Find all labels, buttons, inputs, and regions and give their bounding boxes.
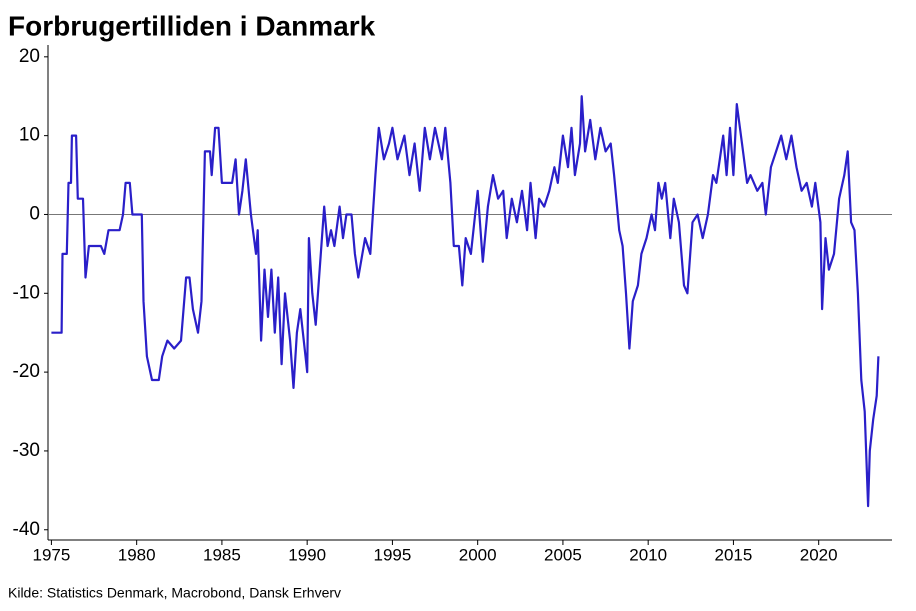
x-tick-label: 2005: [544, 545, 582, 564]
y-tick-label: -40: [13, 519, 40, 540]
y-tick-label: 10: [19, 125, 40, 146]
y-tick-label: 20: [19, 46, 40, 67]
x-tick-label: 1995: [374, 545, 412, 564]
y-tick-label: -20: [13, 361, 40, 382]
y-tick-label: -30: [13, 440, 40, 461]
chart-title: Forbrugertilliden i Danmark: [8, 10, 376, 41]
source-note: Kilde: Statistics Denmark, Macrobond, Da…: [8, 585, 341, 601]
x-tick-label: 1990: [288, 545, 326, 564]
x-tick-label: 1975: [32, 545, 70, 564]
x-tick-label: 1980: [118, 545, 156, 564]
x-tick-label: 2000: [459, 545, 497, 564]
y-tick-label: 0: [29, 203, 40, 224]
x-tick-label: 1985: [203, 545, 241, 564]
x-tick-label: 2010: [629, 545, 667, 564]
data-line: [51, 95, 880, 508]
x-tick-label: 2020: [800, 545, 838, 564]
y-tick-label: -10: [13, 282, 40, 303]
x-tick-label: 2015: [715, 545, 753, 564]
